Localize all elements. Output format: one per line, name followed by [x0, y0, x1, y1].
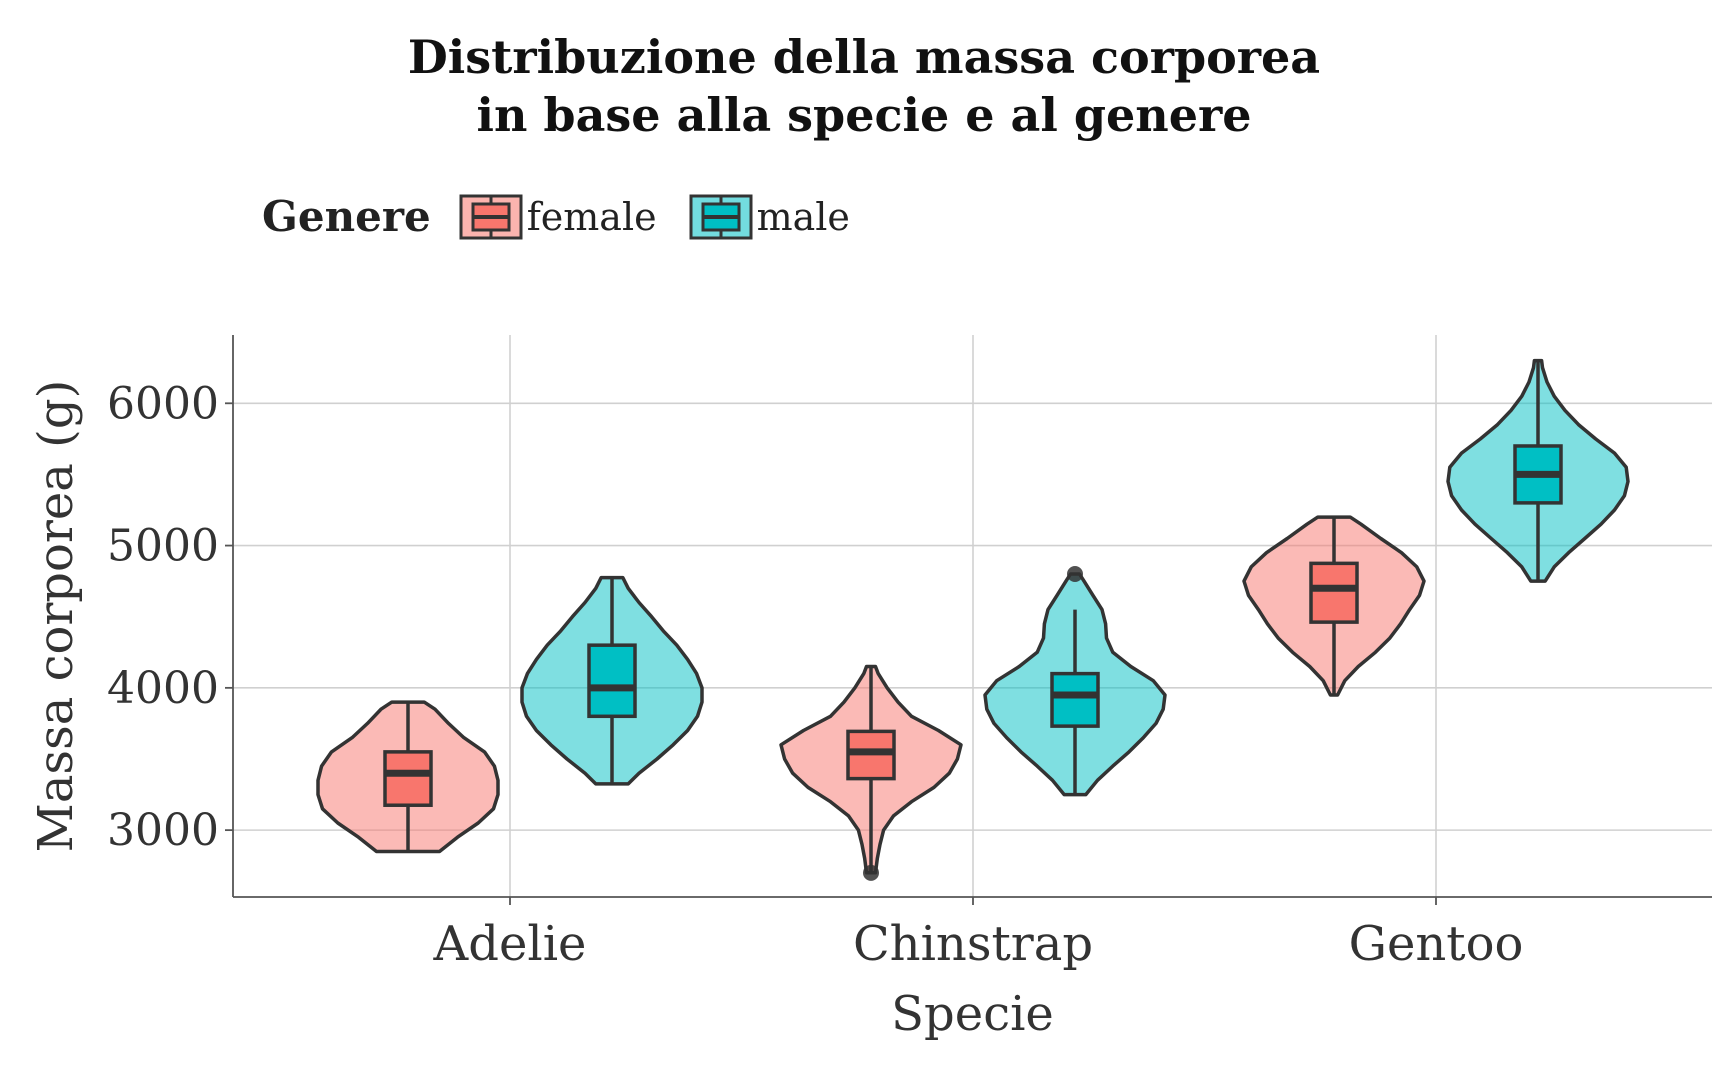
x-axis-title: Specie — [891, 986, 1054, 1042]
legend: Genere female male — [262, 192, 872, 241]
outlier-male-chinstrap-0 — [1067, 566, 1083, 583]
legend-key-female — [459, 194, 523, 239]
legend-item-female: female — [459, 194, 657, 240]
legend-item-male: male — [689, 194, 850, 240]
y-tick-label-5000: 5000 — [107, 521, 219, 572]
box-female-gentoo — [1309, 561, 1359, 624]
x-tick-label-gentoo: Gentoo — [1349, 916, 1524, 972]
chart-title-line-2: in base alla specie e al genere — [476, 88, 1252, 142]
box-male-chinstrap — [1050, 671, 1100, 728]
y-tick-label-3000: 3000 — [107, 805, 219, 856]
y-tick-label-6000: 6000 — [107, 378, 219, 429]
box-female-adelie — [383, 750, 433, 807]
y-tick-label-4000: 4000 — [107, 663, 219, 714]
outlier-female-chinstrap-0 — [863, 864, 879, 881]
legend-key-male — [689, 194, 753, 239]
chart-title-line-1: Distribuzione della massa corporea — [407, 30, 1321, 84]
legend-label-female: female — [526, 194, 657, 239]
legend-label-male: male — [756, 194, 850, 239]
box-male-adelie — [587, 643, 637, 719]
legend-title: Genere — [262, 192, 431, 241]
y-axis-title: Massa corporea (g) — [28, 380, 84, 853]
x-tick-label-adelie: Adelie — [433, 916, 587, 972]
x-tick-label-chinstrap: Chinstrap — [853, 916, 1093, 972]
